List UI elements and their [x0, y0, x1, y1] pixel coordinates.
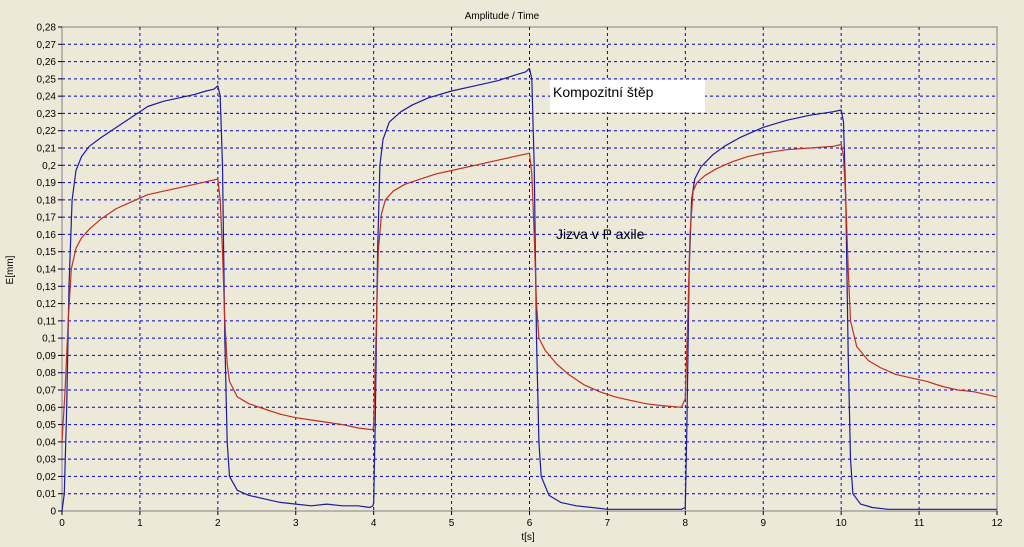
y-tick-label: 0,13 [37, 282, 57, 293]
y-tick-label: 0,27 [37, 40, 57, 51]
y-tick-label: 0,26 [37, 57, 57, 68]
annotations-layer: Kompozitní štěp Jizva v P axile [550, 80, 705, 242]
series-line-red [61, 143, 998, 442]
y-tick-label: 0,08 [37, 368, 57, 379]
y-tick-label: 0,17 [37, 213, 57, 224]
x-tick-label: 1 [137, 518, 143, 529]
y-tick-label: 0,12 [37, 299, 57, 310]
x-tick-label: 10 [836, 518, 848, 529]
x-tick-label: 8 [683, 518, 689, 529]
x-tick-label: 2 [215, 518, 221, 529]
annotation-jizva-v-p-axile: Jizva v P axile [556, 226, 645, 242]
grid-lines [62, 27, 997, 511]
y-tick-label: 0,05 [37, 420, 57, 431]
y-tick-label: 0,03 [37, 455, 57, 466]
y-tick-label: 0,01 [37, 489, 57, 500]
x-axis-label: t[s] [521, 532, 535, 543]
y-tick-label: 0,09 [37, 351, 57, 362]
x-tick-label: 6 [527, 518, 533, 529]
y-tick-label: 0,25 [37, 74, 57, 85]
y-tick-label: 0,21 [37, 144, 57, 155]
y-tick-label: 0,19 [37, 178, 57, 189]
annotation-box-kompozitni [550, 80, 705, 112]
x-axis-ticks: 0 1 2 3 4 5 6 7 8 9 10 11 12 [59, 511, 1003, 529]
y-tick-label: 0,02 [37, 472, 57, 483]
y-tick-label: 0,23 [37, 109, 57, 120]
x-tick-label: 5 [449, 518, 455, 529]
y-tick-label: 0,2 [42, 161, 56, 172]
y-tick-label: 0,28 [37, 23, 57, 34]
y-tick-label: 0,07 [37, 386, 57, 397]
y-tick-label: 0,24 [37, 92, 57, 103]
y-tick-label: 0 [50, 507, 56, 518]
series-layer [61, 67, 998, 512]
y-tick-label: 0,15 [37, 247, 57, 258]
x-tick-label: 0 [59, 518, 65, 529]
y-axis-ticks: 0 0,01 0,02 0,03 0,04 0,05 0,06 0,07 0,08 0,09 0,1… [37, 23, 62, 518]
y-tick-label: 0,04 [37, 437, 57, 448]
chart-title: Amplitude / Time [465, 11, 540, 22]
annotation-kompozitni-step: Kompozitní štěp [553, 84, 654, 100]
x-tick-label: 11 [914, 518, 925, 529]
x-tick-label: 4 [371, 518, 377, 529]
y-tick-label: 0,22 [37, 126, 57, 137]
y-tick-label: 0,18 [37, 195, 57, 206]
y-tick-label: 0,14 [37, 265, 57, 276]
x-tick-label: 7 [605, 518, 611, 529]
y-axis-label: E[mm] [5, 255, 16, 284]
y-tick-label: 0,11 [37, 316, 56, 327]
series-line-blue [61, 67, 997, 512]
x-tick-label: 9 [760, 518, 766, 529]
y-tick-label: 0,16 [37, 230, 57, 241]
y-tick-label: 0,06 [37, 403, 57, 414]
x-tick-label: 12 [991, 518, 1003, 529]
x-tick-label: 3 [293, 518, 299, 529]
y-tick-label: 0,1 [42, 334, 56, 345]
